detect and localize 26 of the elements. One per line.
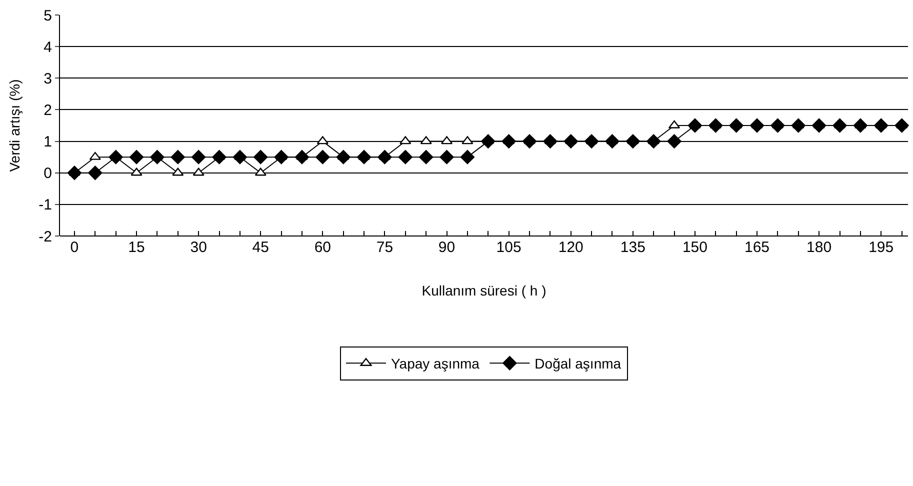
x-tick-label: 75 bbox=[376, 239, 394, 256]
x-tick-label: 30 bbox=[190, 239, 207, 256]
x-tick-label: 150 bbox=[682, 239, 708, 256]
y-tick-label: 0 bbox=[44, 165, 52, 182]
x-tick-label: 165 bbox=[744, 239, 770, 256]
y-tick-label: 1 bbox=[44, 134, 52, 151]
x-tick-label: 195 bbox=[868, 239, 894, 256]
x-tick-label: 0 bbox=[70, 239, 79, 256]
y-tick-label: 4 bbox=[44, 38, 52, 56]
x-tick-label: 135 bbox=[620, 239, 646, 256]
x-tick-label: 90 bbox=[438, 239, 456, 256]
y-axis-title: Verdi artışı (%) bbox=[6, 79, 22, 172]
y-tick-label: 3 bbox=[44, 70, 52, 88]
x-tick-label: 45 bbox=[252, 239, 269, 256]
y-tick-label: 2 bbox=[44, 102, 52, 119]
y-tick-label: -2 bbox=[38, 228, 52, 246]
x-tick-label: 15 bbox=[128, 239, 145, 256]
y-tick-label: 5 bbox=[44, 7, 52, 24]
legend-label: Doğal aşınma bbox=[534, 356, 622, 372]
x-axis-title: Kullanım süresi ( h ) bbox=[422, 282, 546, 298]
x-tick-label: 105 bbox=[496, 239, 522, 256]
x-tick-label: 120 bbox=[558, 239, 584, 256]
legend-label: Yapay aşınma bbox=[391, 356, 480, 372]
x-tick-label: 180 bbox=[806, 239, 832, 256]
x-tick-label: 60 bbox=[314, 239, 332, 256]
y-tick-label: -1 bbox=[38, 196, 52, 214]
